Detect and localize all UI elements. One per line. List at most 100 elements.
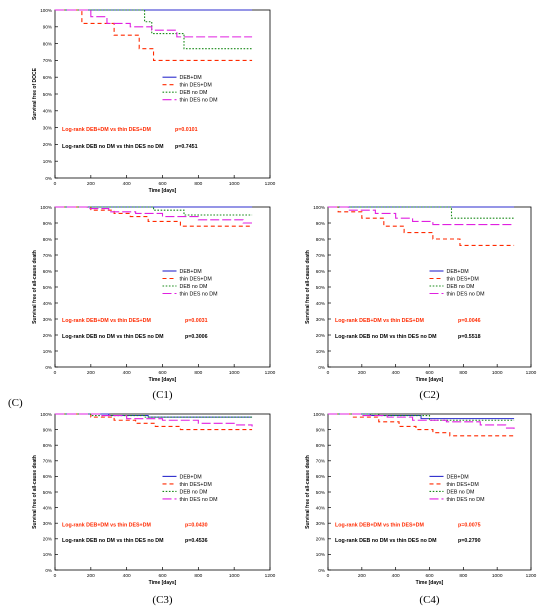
chart-panel-3: 0% 10% 20% 30% 40% 50% 60% 70% 80% 90% 100% 0 200 400…: [305, 205, 537, 401]
x-axis-label: Time [days]: [149, 580, 177, 586]
y-tick-label: 100%: [40, 412, 52, 417]
y-tick-label: 50%: [316, 490, 325, 495]
plot-frame: [327, 413, 532, 571]
legend-label: thin DES+DM: [447, 482, 479, 488]
series-line-thin-des-no-dm: [328, 206, 515, 226]
y-tick-label: 30%: [43, 125, 52, 130]
x-tick-label: 1200: [265, 573, 276, 579]
legend-label: DEB no DM: [180, 284, 208, 290]
legend-label: thin DES+DM: [180, 482, 212, 488]
legend-label: thin DES+DM: [447, 277, 479, 283]
y-tick-label: 10%: [43, 552, 52, 557]
series-line-thin-des-dm: [328, 413, 515, 437]
y-tick-label: 90%: [43, 221, 52, 226]
x-tick-label: 200: [87, 573, 95, 579]
legend-label: DEB+DM: [180, 75, 202, 81]
x-tick-label: 800: [194, 181, 202, 187]
x-tick-label: 400: [392, 370, 400, 376]
x-tick-label: 400: [123, 181, 131, 187]
p-value: p=0.0075: [458, 522, 481, 528]
legend-label: thin DES no DM: [180, 497, 218, 503]
x-tick-label: 1000: [492, 573, 503, 579]
plot-frame: [54, 206, 271, 368]
x-tick-label: 1200: [526, 573, 537, 579]
p-value: p=0.0430: [185, 522, 208, 528]
chart-panel-1: 0% 10% 20% 30% 40% 50% 60% 70% 80% 90% 100% 0 200 400…: [32, 8, 276, 194]
y-tick-label: 30%: [316, 317, 325, 322]
y-tick-label: 60%: [43, 474, 52, 479]
y-axis-label: Survival free of all-cause death: [305, 250, 311, 324]
y-tick-label: 60%: [43, 269, 52, 274]
plot-frame: [54, 413, 271, 571]
chart-panel-4: 0% 10% 20% 30% 40% 50% 60% 70% 80% 90% 100% 0 200 400…: [32, 412, 276, 606]
y-tick-label: 10%: [43, 349, 52, 354]
chart-panel-2: 0% 10% 20% 30% 40% 50% 60% 70% 80% 90% 100% 0 200 400…: [32, 205, 276, 401]
y-tick-label: 40%: [43, 301, 52, 306]
y-axis-label: Survival free of all-cause death: [32, 455, 38, 529]
log-rank-label: Log-rank DEB+DM vs thin DES+DM: [62, 127, 151, 133]
legend-label: DEB+DM: [447, 269, 469, 275]
x-tick-label: 1000: [229, 181, 240, 187]
p-value: p=0.5518: [458, 334, 481, 340]
p-value: p=0.7451: [175, 144, 198, 150]
series-line-thin-des-dm: [55, 9, 253, 61]
x-tick-label: 600: [425, 370, 433, 376]
y-tick-label: 0%: [318, 365, 325, 370]
y-tick-label: 40%: [316, 505, 325, 510]
x-tick-label: 400: [123, 573, 131, 579]
log-rank-label: Log-rank DEB no DM vs thin DES no DM: [62, 334, 164, 340]
y-tick-label: 100%: [40, 205, 52, 210]
x-tick-label: 200: [358, 573, 366, 579]
legend-label: DEB+DM: [180, 474, 202, 480]
y-tick-label: 80%: [43, 41, 52, 46]
y-tick-label: 30%: [43, 521, 52, 526]
legend-label: thin DES no DM: [180, 98, 218, 104]
x-tick-label: 200: [87, 181, 95, 187]
x-tick-label: 0: [54, 370, 57, 376]
x-tick-label: 1000: [492, 370, 503, 376]
x-tick-label: 0: [327, 573, 330, 579]
x-tick-label: 0: [54, 181, 57, 187]
y-tick-label: 90%: [316, 221, 325, 226]
y-axis-label: Survival free of all-cause death: [305, 455, 311, 529]
chart-panel-5: 0% 10% 20% 30% 40% 50% 60% 70% 80% 90% 100% 0 200 400…: [305, 412, 537, 606]
legend-label: thin DES+DM: [180, 83, 212, 89]
p-value: p=0.4536: [185, 538, 208, 544]
y-tick-label: 0%: [318, 568, 325, 573]
log-rank-label: Log-rank DEB no DM vs thin DES no DM: [335, 334, 437, 340]
y-tick-label: 60%: [316, 269, 325, 274]
panel-caption: (C3): [152, 594, 173, 606]
y-tick-label: 80%: [316, 237, 325, 242]
legend-label: DEB no DM: [180, 90, 208, 96]
y-tick-label: 100%: [313, 205, 325, 210]
y-tick-label: 40%: [43, 505, 52, 510]
y-tick-label: 90%: [316, 427, 325, 432]
series-line-deb-no-dm: [328, 206, 515, 219]
x-tick-label: 600: [158, 181, 166, 187]
y-tick-label: 70%: [43, 459, 52, 464]
p-value: p=0.0046: [458, 318, 481, 324]
y-tick-label: 20%: [43, 333, 52, 338]
x-tick-label: 600: [158, 573, 166, 579]
x-tick-label: 800: [459, 370, 467, 376]
series-line-thin-des-dm: [55, 413, 253, 431]
legend-label: thin DES+DM: [180, 277, 212, 283]
series-line-deb-no-dm: [55, 9, 253, 50]
x-tick-label: 1200: [265, 181, 276, 187]
y-tick-label: 60%: [43, 75, 52, 80]
y-tick-label: 0%: [45, 365, 52, 370]
y-tick-label: 60%: [316, 474, 325, 479]
log-rank-label: Log-rank DEB+DM vs thin DES+DM: [62, 522, 151, 528]
y-tick-label: 20%: [43, 142, 52, 147]
panel-caption: (C1): [152, 389, 173, 401]
legend-label: DEB no DM: [447, 284, 475, 290]
series-line-deb-dm: [328, 413, 515, 420]
y-tick-label: 70%: [43, 253, 52, 258]
y-tick-label: 70%: [43, 58, 52, 63]
log-rank-label: Log-rank DEB+DM vs thin DES+DM: [335, 522, 424, 528]
legend-label: thin DES no DM: [447, 292, 485, 298]
legend-label: DEB no DM: [447, 489, 475, 495]
x-tick-label: 800: [194, 370, 202, 376]
series-line-thin-des-dm: [328, 206, 515, 246]
